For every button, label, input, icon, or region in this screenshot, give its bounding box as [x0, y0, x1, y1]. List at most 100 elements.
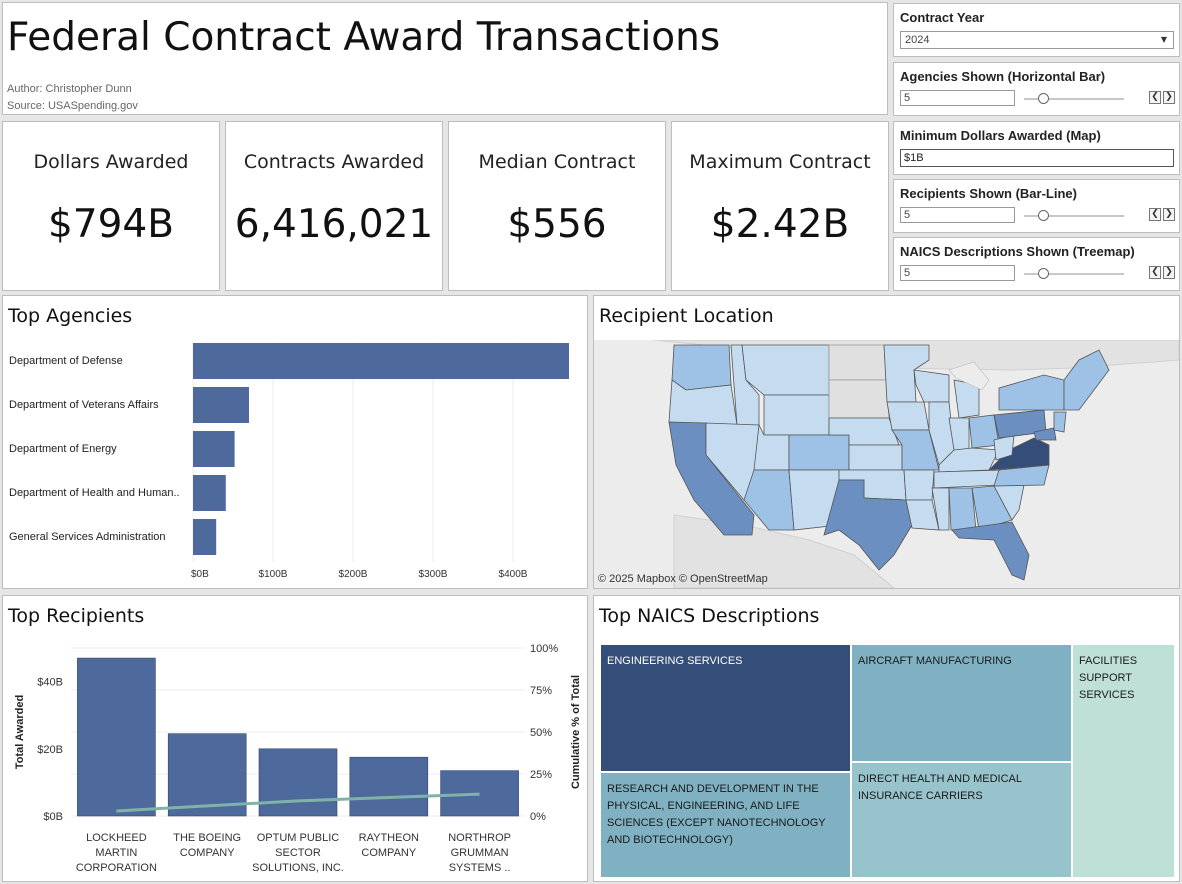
treemap-cell[interactable]: ENGINEERING SERVICES [600, 644, 851, 772]
y2-tick-label: 100% [530, 643, 558, 655]
agency-bar [193, 387, 249, 423]
recipient-bar [77, 657, 156, 817]
top-recipients-chart[interactable]: LOCKHEED MARTIN CORPORATION THE BOEING COMPA… [3, 596, 589, 883]
agency-label: Department of Health and Human.. [9, 487, 180, 499]
y2-tick-label: 50% [530, 727, 552, 739]
x-tick-label: $200B [339, 569, 368, 580]
kpi-value: 6,416,021 [234, 202, 434, 247]
kpi-median-contract: Median Contract $556 [448, 121, 666, 291]
min-dollars-control: Minimum Dollars Awarded (Map) $1B [893, 121, 1180, 175]
top-agencies-chart[interactable]: $0B $100B $200B $300B $400B [3, 296, 589, 590]
source-text: Source: USASpending.gov [7, 100, 138, 112]
recipients-slider-thumb[interactable] [1038, 210, 1049, 221]
page-title: Federal Contract Award Transactions [7, 15, 721, 60]
state-co [788, 434, 850, 471]
us-map[interactable]: © 2025 Mapbox © OpenStreetMap [594, 340, 1179, 588]
author-text: Author: Christopher Dunn [7, 83, 132, 95]
x-tick-label: MARTIN [95, 847, 137, 859]
great-lakes [948, 361, 990, 391]
step-forward-button[interactable]: ❯ [1163, 208, 1175, 221]
treemap-cell-label: RESEARCH AND DEVELOPMENT IN THE PHYSICAL… [607, 783, 826, 846]
y2-tick-label: 0% [530, 811, 546, 823]
state-or [668, 379, 738, 426]
kpi-label: Maximum Contract [689, 151, 871, 173]
kpi-label: Median Contract [478, 151, 636, 173]
x-tick-label: GRUMMAN [451, 847, 509, 859]
recipient-location-panel: Recipient Location [593, 295, 1180, 589]
top-naics-title: Top NAICS Descriptions [599, 605, 820, 627]
naics-shown-control: NAICS Descriptions Shown (Treemap) 5 ❮ ❯ [893, 237, 1180, 291]
x-tick-label: SYSTEMS .. [449, 862, 511, 874]
agency-label: Department of Energy [9, 443, 117, 455]
step-forward-button[interactable]: ❯ [1163, 91, 1175, 104]
state-new-england [1063, 349, 1110, 411]
control-label: NAICS Descriptions Shown (Treemap) [900, 244, 1135, 259]
agencies-shown-input[interactable]: 5 [900, 90, 1015, 106]
x-tick-label: SOLUTIONS, INC. [252, 862, 344, 874]
recipients-slider-track[interactable] [1024, 215, 1124, 217]
treemap-cell-label: AIRCRAFT MANUFACTURING [858, 655, 1012, 667]
kpi-value: $794B [47, 202, 174, 247]
top-recipients-panel: Top Recipients LOCKHEED MARTIN CORPORATION… [2, 595, 588, 882]
top-naics-panel: Top NAICS Descriptions ENGINEERING SERVI… [593, 595, 1180, 882]
kpi-value: $556 [507, 202, 607, 247]
state-sd [828, 379, 890, 419]
treemap-cell-label: DIRECT HEALTH AND MEDICAL INSURANCE CARR… [858, 773, 1022, 802]
control-label: Agencies Shown (Horizontal Bar) [900, 69, 1106, 84]
x-tick-label: $400B [499, 569, 528, 580]
control-label: Minimum Dollars Awarded (Map) [900, 128, 1101, 143]
treemap-cell[interactable]: RESEARCH AND DEVELOPMENT IN THE PHYSICAL… [600, 772, 851, 878]
state-wy [763, 394, 830, 436]
recipient-bar [167, 733, 247, 817]
naics-shown-input[interactable]: 5 [900, 265, 1015, 281]
state-tx [823, 479, 913, 571]
contract-year-control: Contract Year 2024 ▼ [893, 3, 1180, 57]
treemap-cell[interactable]: DIRECT HEALTH AND MEDICAL INSURANCE CARR… [851, 762, 1072, 878]
kpi-label: Contracts Awarded [243, 151, 425, 173]
state-al [948, 487, 977, 531]
x-tick-label: $100B [259, 569, 288, 580]
treemap-cell[interactable]: AIRCRAFT MANUFACTURING [851, 644, 1072, 762]
treemap-cell-label: FACILITIES SUPPORT SERVICES [1079, 655, 1138, 701]
kpi-dollars-awarded: Dollars Awarded $794B [2, 121, 220, 291]
top-agencies-panel: Top Agencies Department of Defense Depart… [2, 295, 588, 589]
recipient-bar [440, 770, 519, 817]
agency-bar [193, 519, 217, 555]
contract-year-dropdown[interactable]: 2024 ▼ [900, 31, 1174, 49]
step-back-button[interactable]: ❮ [1149, 91, 1161, 104]
agency-bar [193, 475, 226, 511]
x-tick-label: SECTOR [275, 847, 321, 859]
y-tick-label: $0B [43, 811, 63, 823]
min-dollars-input[interactable]: $1B [900, 149, 1174, 167]
y2-axis-label: Cumulative % of Total [570, 675, 582, 789]
step-back-button[interactable]: ❮ [1149, 208, 1161, 221]
state-az [743, 469, 795, 531]
treemap-cell[interactable]: FACILITIES SUPPORT SERVICES [1072, 644, 1175, 878]
agencies-shown-control: Agencies Shown (Horizontal Bar) 5 ❮ ❯ [893, 62, 1180, 116]
step-forward-button[interactable]: ❯ [1163, 266, 1175, 279]
y-tick-label: $20B [37, 744, 63, 756]
dropdown-value: 2024 [905, 34, 930, 46]
top-recipients-title: Top Recipients [8, 605, 145, 627]
x-tick-label: $0B [191, 569, 209, 580]
naics-slider-thumb[interactable] [1038, 268, 1049, 279]
agencies-slider-track[interactable] [1024, 98, 1124, 100]
y2-tick-label: 75% [530, 685, 552, 697]
header-panel: Federal Contract Award Transactions Auth… [2, 2, 888, 115]
kpi-label: Dollars Awarded [33, 151, 189, 173]
chevron-down-icon: ▼ [1160, 35, 1167, 44]
state-mt [741, 344, 830, 396]
y-tick-label: $40B [37, 677, 63, 689]
map-attribution: © 2025 Mapbox © OpenStreetMap [598, 573, 768, 585]
agency-bar [193, 343, 569, 379]
agencies-slider-thumb[interactable] [1038, 93, 1049, 104]
state-ia [886, 401, 930, 431]
recipients-shown-input[interactable]: 5 [900, 207, 1015, 223]
state-ms [931, 487, 950, 531]
x-tick-label: COMPANY [361, 847, 416, 859]
step-back-button[interactable]: ❮ [1149, 266, 1161, 279]
agency-label: Department of Defense [9, 355, 123, 367]
naics-slider-track[interactable] [1024, 273, 1124, 275]
x-tick-label: OPTUM PUBLIC [257, 832, 340, 844]
x-tick-label: COMPANY [180, 847, 235, 859]
